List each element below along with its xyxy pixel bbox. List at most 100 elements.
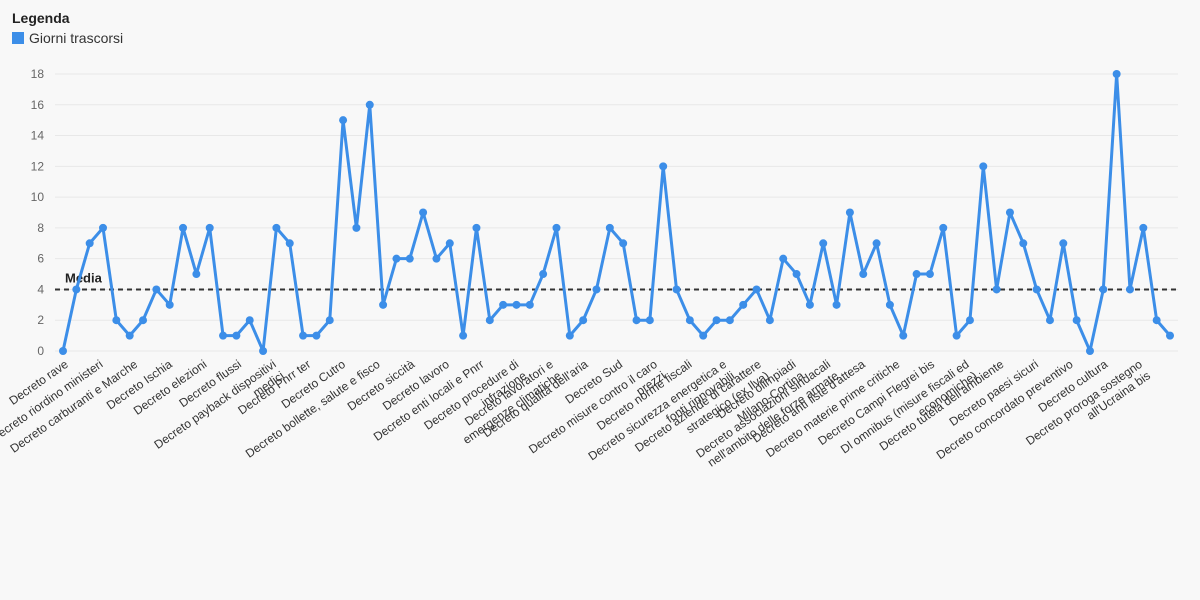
data-point [379, 300, 388, 309]
data-point [859, 270, 868, 279]
data-point [819, 239, 828, 248]
data-point [59, 347, 67, 355]
data-point [245, 316, 254, 325]
data-point [219, 331, 228, 340]
data-point [125, 331, 134, 340]
data-point [272, 223, 281, 232]
data-point [1005, 208, 1014, 217]
data-point [765, 316, 774, 325]
data-point [739, 300, 748, 309]
data-point [459, 331, 468, 340]
data-point [1059, 239, 1068, 248]
data-point [432, 254, 441, 263]
data-point [992, 285, 1001, 294]
data-point [672, 285, 681, 294]
y-tick-label: 8 [37, 221, 44, 235]
data-point [1085, 347, 1094, 355]
data-point [352, 223, 361, 232]
legend-title: Legenda [12, 10, 70, 26]
data-point [1152, 316, 1161, 325]
data-point [392, 254, 401, 263]
data-point [925, 270, 934, 279]
legend-label: Giorni trascorsi [29, 30, 124, 46]
data-point [779, 254, 788, 263]
data-point [552, 223, 561, 232]
legend-swatch [12, 32, 24, 44]
data-point [339, 116, 348, 125]
data-point [832, 300, 841, 309]
data-point [165, 300, 174, 309]
data-point [312, 331, 321, 340]
legend: Legenda Giorni trascorsi [12, 10, 123, 46]
data-point [565, 331, 574, 340]
data-point [232, 331, 241, 340]
data-point [912, 270, 921, 279]
data-point [365, 100, 374, 109]
data-point [979, 162, 988, 171]
data-point [632, 316, 641, 325]
data-point [512, 300, 521, 309]
data-point [285, 239, 294, 248]
data-point [472, 223, 481, 232]
y-tick-label: 6 [37, 252, 44, 266]
data-point [139, 316, 148, 325]
data-point [579, 316, 588, 325]
data-point [485, 316, 494, 325]
data-point [939, 223, 948, 232]
y-tick-label: 18 [31, 67, 45, 81]
y-tick-label: 12 [31, 159, 45, 173]
y-tick-label: 2 [37, 313, 44, 327]
y-tick-label: 0 [37, 344, 44, 358]
data-point [112, 316, 121, 325]
data-point [792, 270, 801, 279]
data-point [725, 316, 734, 325]
legend-item[interactable]: Giorni trascorsi [12, 30, 123, 46]
data-point [1139, 223, 1148, 232]
data-point [299, 331, 308, 340]
data-point [72, 285, 81, 294]
data-point [845, 208, 854, 217]
data-point [1112, 70, 1121, 78]
y-tick-label: 10 [31, 190, 45, 204]
data-point [192, 270, 201, 279]
average-layer: Media [55, 270, 1178, 291]
data-point [1125, 285, 1134, 294]
series-layer [59, 70, 1174, 355]
data-point [752, 285, 761, 294]
data-point [885, 300, 894, 309]
data-point [1045, 316, 1054, 325]
data-point [872, 239, 881, 248]
data-point [712, 316, 721, 325]
series-line [61, 72, 1172, 353]
data-point [499, 300, 508, 309]
data-point [645, 316, 654, 325]
data-point [539, 270, 548, 279]
average-label: Media [65, 270, 103, 285]
data-point [805, 300, 814, 309]
data-point [1099, 285, 1108, 294]
data-point [99, 223, 108, 232]
data-point [592, 285, 601, 294]
data-point [179, 223, 188, 232]
data-point [699, 331, 708, 340]
data-point [1019, 239, 1028, 248]
y-tick-label: 4 [37, 282, 44, 296]
data-point [952, 331, 961, 340]
data-point [659, 162, 668, 171]
data-point [899, 331, 908, 340]
data-point [259, 347, 268, 355]
data-point [445, 239, 454, 248]
data-point [325, 316, 334, 325]
data-point [205, 223, 214, 232]
data-point [405, 254, 414, 263]
grid-layer: 0 2 4 6 8 10 12 14 16 18 [31, 67, 1178, 358]
data-point [85, 239, 94, 248]
data-point [1166, 331, 1174, 340]
y-tick-label: 16 [31, 98, 45, 112]
data-point [619, 239, 628, 248]
y-tick-label: 14 [31, 129, 45, 143]
data-point [1032, 285, 1041, 294]
data-point [152, 285, 161, 294]
data-point [605, 223, 614, 232]
